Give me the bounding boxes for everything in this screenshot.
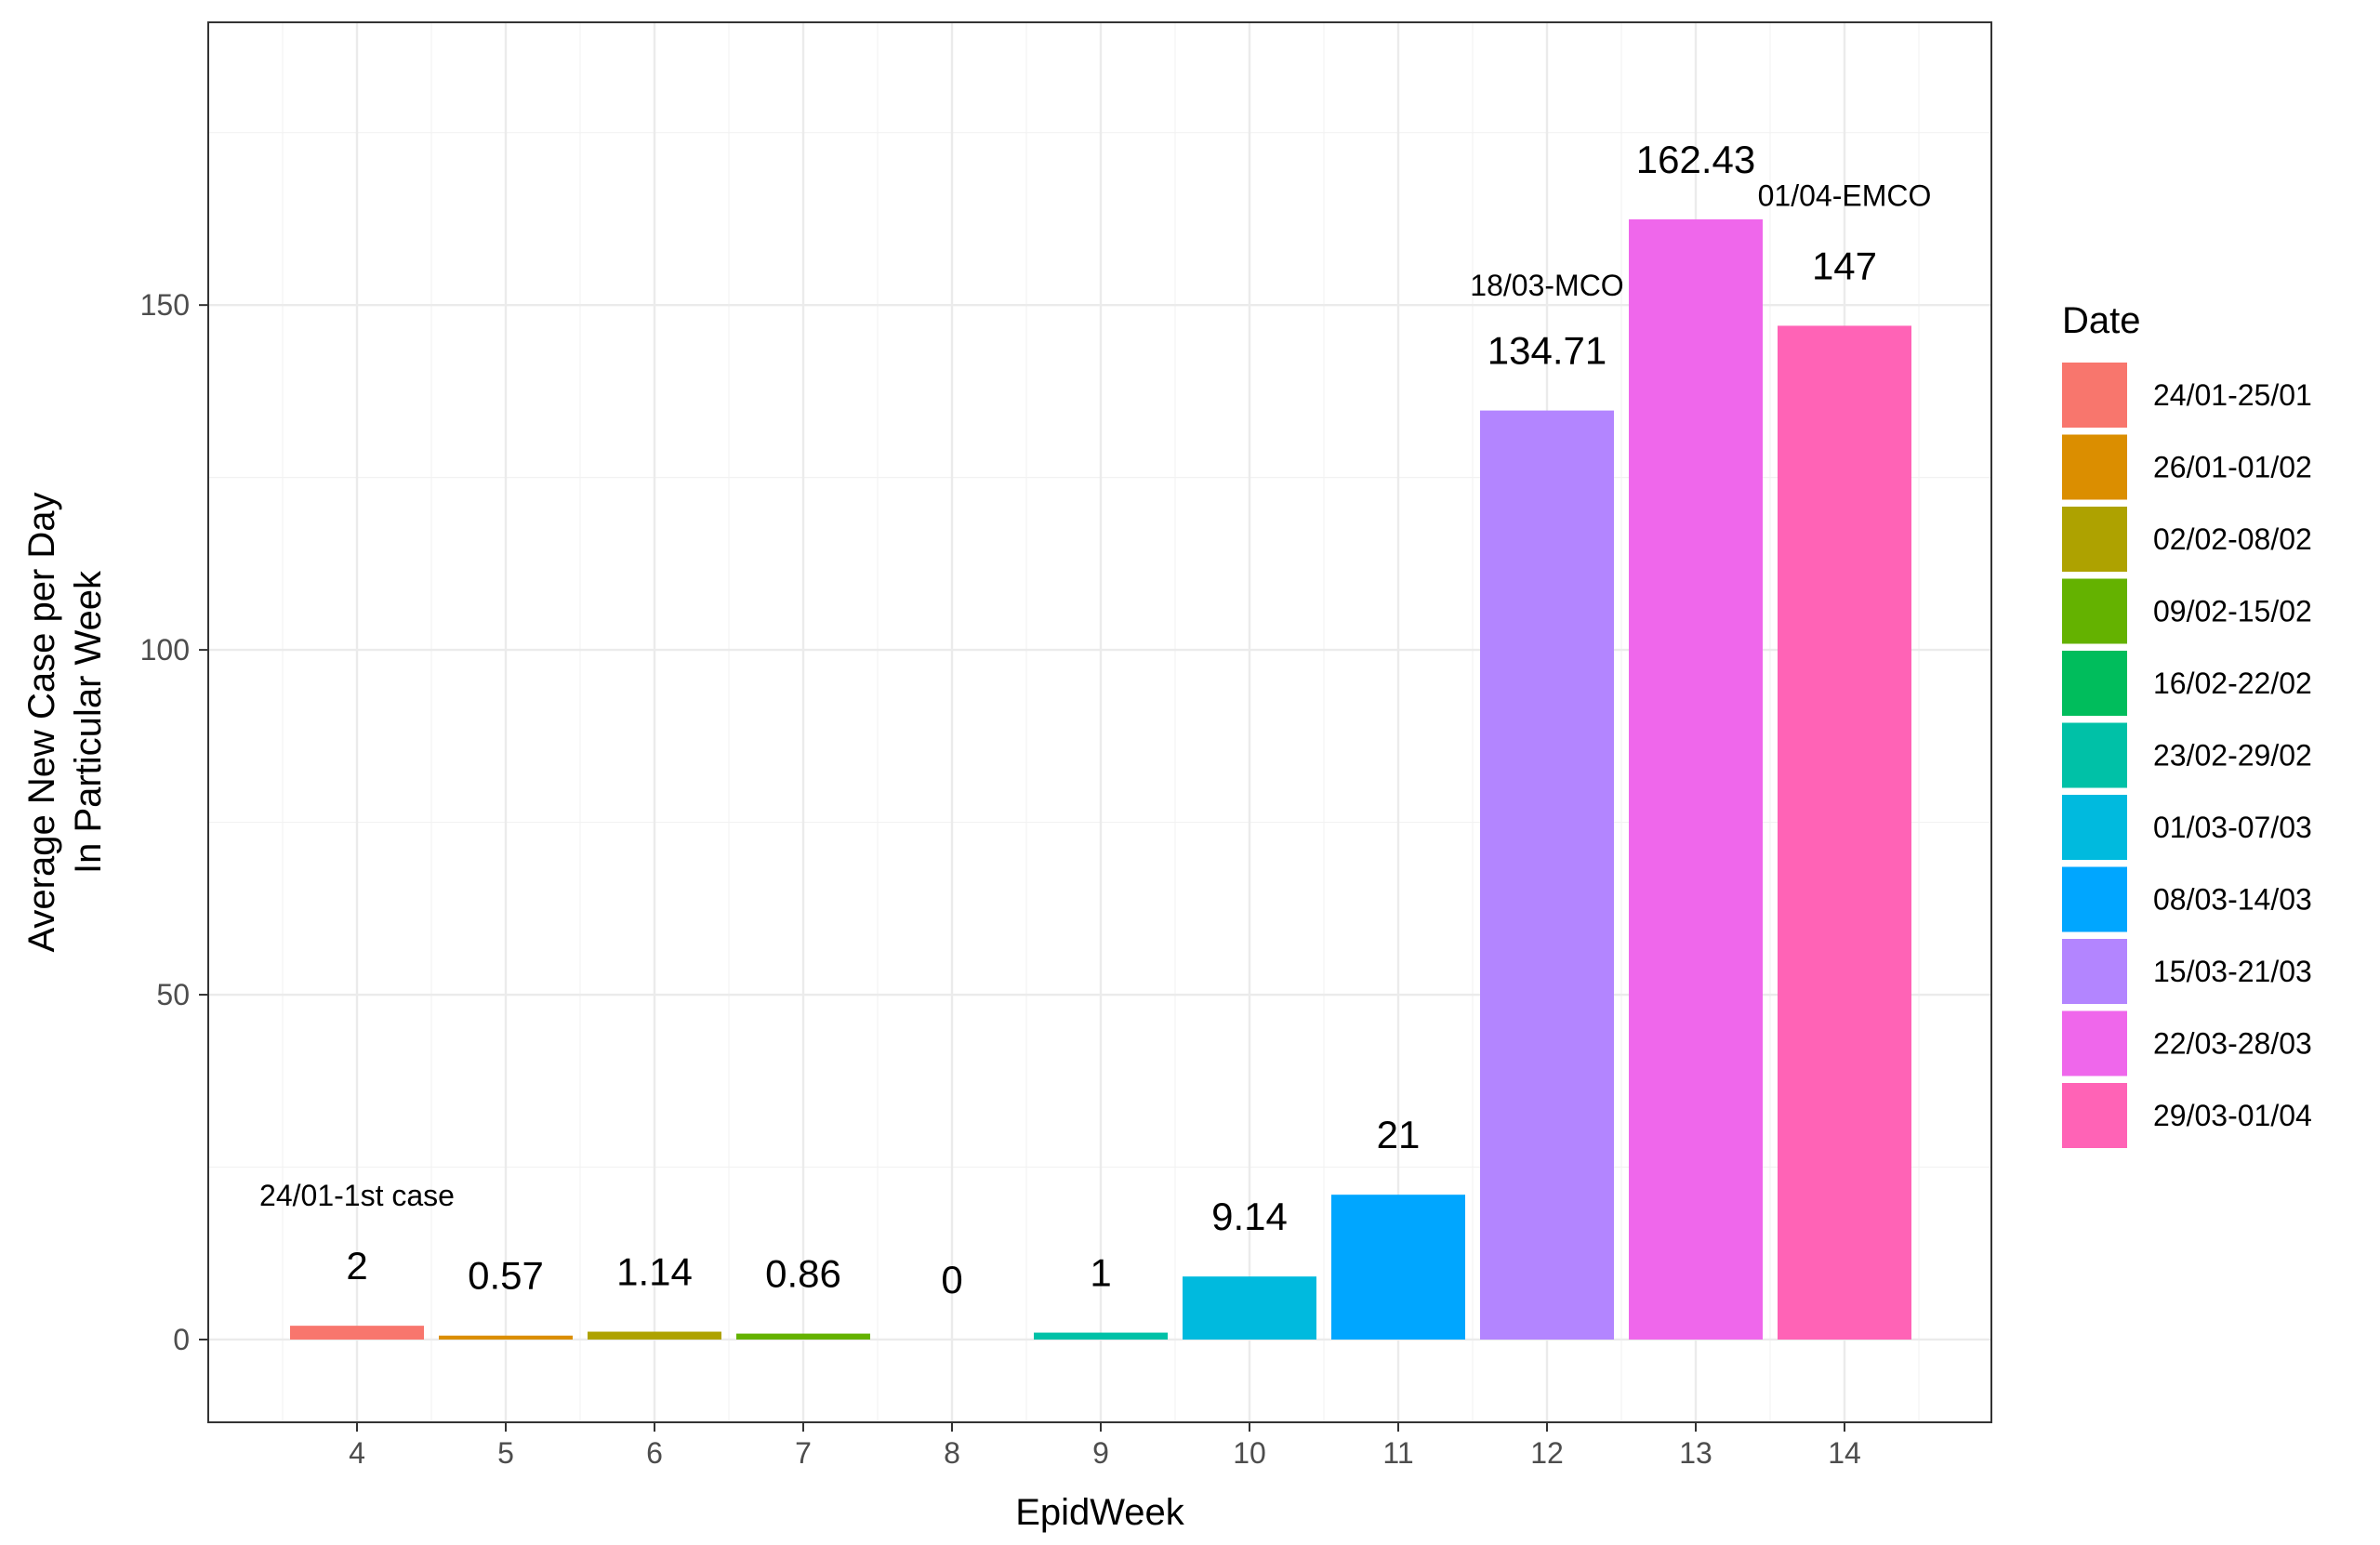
- value-label-week-14: 147: [1812, 244, 1877, 287]
- bar-week-6: [588, 1331, 721, 1340]
- annotation-label: 01/04-EMCO: [1758, 178, 1932, 212]
- value-label-week-7: 0.86: [765, 1252, 841, 1296]
- value-label-week-6: 1.14: [616, 1250, 693, 1294]
- y-axis-title-line1: Average New Case per Day: [21, 492, 62, 952]
- value-label-week-9: 1: [1090, 1251, 1111, 1295]
- legend: Date 24/01-25/01 26/01-01/02 02/02-08/02 09…: [2062, 300, 2312, 1148]
- value-label-week-12: 134.71: [1488, 329, 1606, 373]
- x-tick-label: 14: [1828, 1436, 1861, 1470]
- value-labels: 2 0.57 1.14 0.86 0 1 9.14 21 134.71 162.43 147: [346, 138, 1877, 1301]
- bar-week-12: [1480, 410, 1614, 1340]
- legend-key: [2062, 722, 2127, 788]
- y-tick-label: 0: [173, 1323, 190, 1356]
- legend-key: [2062, 1010, 2127, 1076]
- bar-week-14: [1778, 325, 1911, 1340]
- legend-key: [2062, 866, 2127, 932]
- y-axis-title-line2: In Particular Week: [68, 570, 109, 874]
- x-tick-label: 7: [795, 1436, 812, 1470]
- legend-label: 15/03-21/03: [2153, 955, 2312, 988]
- legend-label: 26/01-01/02: [2153, 451, 2312, 484]
- x-tick-label: 13: [1679, 1436, 1712, 1470]
- y-tick-label: 150: [140, 288, 190, 322]
- legend-key: [2062, 434, 2127, 500]
- y-tick-label: 50: [156, 978, 190, 1011]
- legend-key: [2062, 1083, 2127, 1148]
- x-tick-label: 11: [1382, 1436, 1413, 1470]
- bar-week-7: [736, 1333, 870, 1340]
- x-tick-label: 12: [1530, 1436, 1564, 1470]
- value-label-week-8: 0: [941, 1258, 962, 1301]
- legend-key: [2062, 507, 2127, 572]
- annotations: 24/01-1st case 18/03-MCO 01/04-EMCO: [259, 178, 1931, 1212]
- value-label-week-10: 9.14: [1211, 1195, 1288, 1238]
- bar-week-4: [290, 1326, 424, 1340]
- legend-label: 09/02-15/02: [2153, 595, 2312, 628]
- legend-key: [2062, 795, 2127, 860]
- bar-week-10: [1183, 1276, 1316, 1340]
- x-tick-label: 5: [497, 1436, 514, 1470]
- x-tick-label: 8: [944, 1436, 960, 1470]
- x-axis-title: EpidWeek: [1015, 1492, 1185, 1533]
- legend-label: 24/01-25/01: [2153, 378, 2312, 412]
- legend-label: 22/03-28/03: [2153, 1027, 2312, 1061]
- x-tick-label: 9: [1092, 1436, 1109, 1470]
- bar-week-13: [1629, 218, 1763, 1340]
- legend-title: Date: [2062, 300, 2141, 341]
- bars: [290, 218, 1911, 1340]
- bar-week-11: [1331, 1195, 1465, 1340]
- legend-key: [2062, 578, 2127, 644]
- legend-key: [2062, 939, 2127, 1004]
- legend-label: 16/02-22/02: [2153, 667, 2312, 700]
- legend-key: [2062, 363, 2127, 428]
- annotation-label: 24/01-1st case: [259, 1179, 455, 1212]
- bar-week-9: [1034, 1332, 1168, 1340]
- legend-key: [2062, 651, 2127, 716]
- legend-label: 01/03-07/03: [2153, 811, 2312, 844]
- bar-week-5: [439, 1335, 573, 1340]
- value-label-week-4: 2: [346, 1244, 367, 1288]
- x-tick-label: 4: [349, 1436, 365, 1470]
- x-tick-label: 10: [1233, 1436, 1266, 1470]
- x-tick-label: 6: [646, 1436, 663, 1470]
- value-label-week-5: 0.57: [468, 1254, 544, 1298]
- value-label-week-13: 162.43: [1636, 138, 1755, 181]
- annotation-label: 18/03-MCO: [1470, 269, 1623, 302]
- legend-label: 29/03-01/04: [2153, 1099, 2312, 1132]
- y-tick-label: 100: [140, 633, 190, 667]
- legend-label: 02/02-08/02: [2153, 522, 2312, 556]
- value-label-week-11: 21: [1377, 1113, 1421, 1156]
- legend-label: 23/02-29/02: [2153, 739, 2312, 772]
- legend-label: 08/03-14/03: [2153, 883, 2312, 917]
